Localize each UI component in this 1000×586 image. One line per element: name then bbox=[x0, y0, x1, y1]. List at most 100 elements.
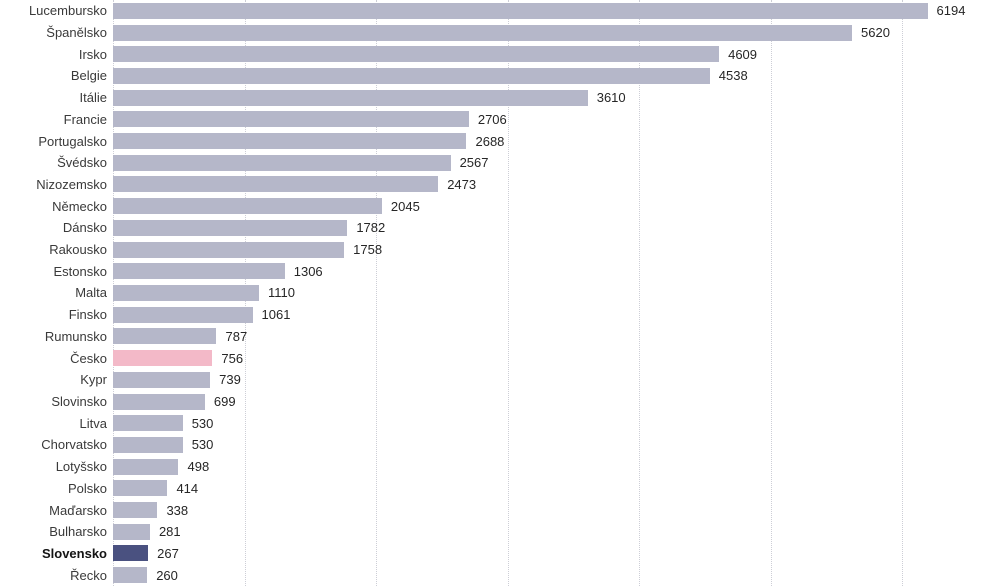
bar-track: 530 bbox=[113, 434, 1000, 456]
bar-track: 267 bbox=[113, 543, 1000, 565]
country-label: Belgie bbox=[70, 68, 107, 84]
country-label: Kypr bbox=[80, 372, 107, 388]
bar-row: Česko 756 bbox=[0, 347, 1000, 369]
bar-track: 498 bbox=[113, 456, 1000, 478]
bar bbox=[113, 306, 253, 323]
value-label: 2688 bbox=[475, 133, 505, 149]
value-label: 1061 bbox=[261, 307, 291, 323]
value-label: 260 bbox=[156, 567, 178, 583]
value-label: 6194 bbox=[936, 3, 966, 19]
bar-track: 2567 bbox=[113, 152, 1000, 174]
country-label: Francie bbox=[63, 111, 107, 127]
value-label: 699 bbox=[213, 394, 236, 409]
value-label: 1110 bbox=[267, 285, 295, 301]
country-label: Slovinsko bbox=[51, 394, 107, 409]
country-label: Rakousko bbox=[49, 242, 107, 258]
value-label: 2706 bbox=[477, 111, 507, 127]
bar-row: Německo 2045 bbox=[0, 195, 1000, 217]
bar-track: 1758 bbox=[113, 239, 1000, 261]
country-label: Lucembursko bbox=[28, 3, 107, 19]
bar bbox=[113, 567, 148, 584]
bar bbox=[113, 371, 211, 388]
bar bbox=[113, 111, 469, 128]
bar-row: Slovensko 267 bbox=[0, 543, 1000, 565]
bar-row: Kypr 739 bbox=[0, 369, 1000, 391]
bar-row: Malta 1110 bbox=[0, 282, 1000, 304]
bar bbox=[113, 328, 217, 345]
country-label: Rumunsko bbox=[44, 328, 107, 344]
bar-track: 1306 bbox=[113, 260, 1000, 282]
country-label: Finsko bbox=[68, 307, 107, 323]
bar-track: 739 bbox=[113, 369, 1000, 391]
bar-track: 2688 bbox=[113, 130, 1000, 152]
bar-row: Polsko 414 bbox=[0, 477, 1000, 499]
country-label: Slovensko bbox=[41, 545, 107, 561]
country-label: Lotyšsko bbox=[55, 459, 107, 475]
bar-track: 338 bbox=[113, 499, 1000, 521]
country-label: Maďarsko bbox=[49, 502, 107, 518]
value-label: 2045 bbox=[390, 198, 420, 214]
bar bbox=[113, 89, 588, 106]
bar-row: Nizozemsko 2473 bbox=[0, 174, 1000, 196]
bar bbox=[113, 393, 205, 410]
country-label: Portugalsko bbox=[38, 133, 107, 149]
bar-track: 2473 bbox=[113, 174, 1000, 196]
bar-track: 1782 bbox=[113, 217, 1000, 239]
bar bbox=[113, 284, 259, 301]
value-label: 787 bbox=[225, 328, 248, 344]
bar-row: Švédsko 2567 bbox=[0, 152, 1000, 174]
bar-track: 530 bbox=[113, 412, 1000, 434]
value-label: 1758 bbox=[353, 242, 383, 258]
bar bbox=[113, 24, 853, 41]
bar-track: 260 bbox=[113, 564, 1000, 586]
bar-track: 756 bbox=[113, 347, 1000, 369]
bar-track: 2045 bbox=[113, 195, 1000, 217]
value-label: 1306 bbox=[293, 263, 323, 279]
bar bbox=[113, 480, 168, 497]
bar-track: 787 bbox=[113, 326, 1000, 348]
bar-row: Rakousko 1758 bbox=[0, 239, 1000, 261]
value-label: 4538 bbox=[718, 68, 748, 84]
bar bbox=[113, 198, 382, 215]
value-label: 530 bbox=[191, 415, 214, 431]
bar-row: Francie 2706 bbox=[0, 109, 1000, 131]
value-label: 756 bbox=[221, 350, 244, 366]
bar bbox=[113, 219, 348, 236]
bar-track: 2706 bbox=[113, 109, 1000, 131]
bar-row: Itálie 3610 bbox=[0, 87, 1000, 109]
bar-track: 1110 bbox=[113, 282, 1000, 304]
value-label: 1782 bbox=[356, 220, 386, 236]
bar bbox=[113, 415, 183, 432]
bar-row: Chorvatsko 530 bbox=[0, 434, 1000, 456]
bar-track: 4609 bbox=[113, 43, 1000, 65]
bar-row: Finsko 1061 bbox=[0, 304, 1000, 326]
value-label: 5620 bbox=[861, 25, 890, 41]
bar-row: Bulharsko 281 bbox=[0, 521, 1000, 543]
bar-row: Irsko 4609 bbox=[0, 43, 1000, 65]
country-label: Německo bbox=[52, 198, 107, 214]
country-label: Bulharsko bbox=[49, 524, 107, 540]
value-label: 338 bbox=[166, 502, 189, 518]
bar-track: 414 bbox=[113, 477, 1000, 499]
bar-row: Slovinsko 699 bbox=[0, 391, 1000, 413]
bar bbox=[113, 263, 285, 280]
bar-track: 4538 bbox=[113, 65, 1000, 87]
bar bbox=[113, 436, 183, 453]
bar-track: 281 bbox=[113, 521, 1000, 543]
bar-track: 3610 bbox=[113, 87, 1000, 109]
bar-row: Rumunsko 787 bbox=[0, 326, 1000, 348]
value-label: 4609 bbox=[728, 46, 758, 62]
bar-row: Řecko 260 bbox=[0, 564, 1000, 586]
country-label: Česko bbox=[70, 350, 107, 366]
value-label: 281 bbox=[158, 524, 181, 540]
bar-row: Lotyšsko 498 bbox=[0, 456, 1000, 478]
country-label: Polsko bbox=[67, 480, 107, 496]
bar bbox=[113, 176, 439, 193]
bar-row: Belgie 4538 bbox=[0, 65, 1000, 87]
bar bbox=[113, 133, 467, 150]
country-label: Estonsko bbox=[53, 263, 107, 279]
value-label: 2567 bbox=[459, 155, 489, 171]
bar bbox=[113, 350, 213, 367]
